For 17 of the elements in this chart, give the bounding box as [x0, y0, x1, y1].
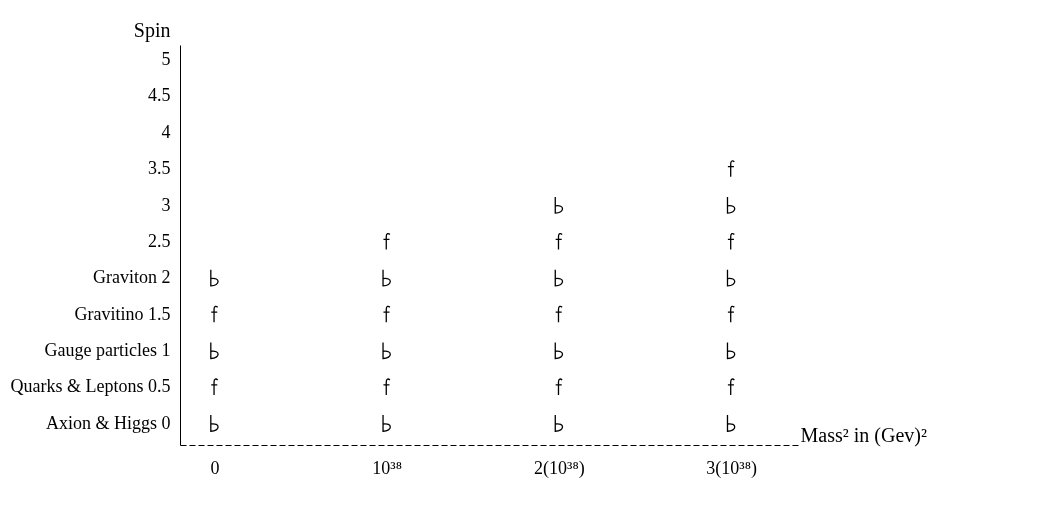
- y-tick-label: 4: [161, 121, 171, 142]
- y-tick-label: Gauge particles 1: [44, 339, 171, 360]
- x-axis-title: Mass² in (Gev)²: [800, 423, 927, 447]
- x-tick-label: 2(10³⁸): [534, 457, 585, 479]
- y-tick-label: 5: [161, 49, 171, 70]
- x-tick-label: 3(10³⁸): [706, 457, 757, 479]
- x-tick-label: 10³⁸: [372, 457, 402, 478]
- y-axis-title: Spin: [133, 18, 171, 42]
- y-tick-label: Gravitino 1.5: [74, 303, 171, 324]
- x-tick-label: 0: [210, 457, 220, 478]
- y-tick-label: 4.5: [148, 85, 171, 106]
- y-tick-label: Quarks & Leptons 0.5: [10, 376, 171, 397]
- y-tick-label: Axion & Higgs 0: [45, 412, 171, 433]
- y-tick-label: 3: [161, 194, 171, 215]
- y-tick-label: Graviton 2: [93, 267, 171, 288]
- y-tick-label: 2.5: [148, 230, 171, 251]
- y-tick-label: 3.5: [148, 158, 171, 179]
